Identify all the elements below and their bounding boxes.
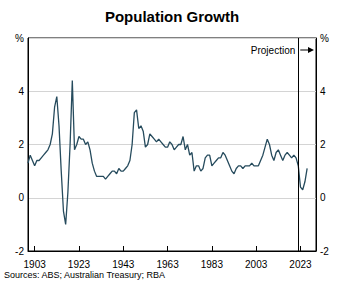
svg-text:%: % xyxy=(320,33,329,44)
svg-text:4: 4 xyxy=(320,86,326,97)
svg-text:Projection: Projection xyxy=(251,45,295,56)
svg-text:2: 2 xyxy=(320,139,326,150)
svg-text:0: 0 xyxy=(18,192,24,203)
svg-text:2003: 2003 xyxy=(245,259,268,270)
svg-text:2: 2 xyxy=(18,139,24,150)
svg-text:-2: -2 xyxy=(320,246,329,257)
svg-text:2023: 2023 xyxy=(289,259,312,270)
svg-text:-2: -2 xyxy=(15,246,24,257)
svg-text:1943: 1943 xyxy=(112,259,135,270)
svg-text:1983: 1983 xyxy=(201,259,224,270)
svg-text:Sources: ABS; Australian Treas: Sources: ABS; Australian Treasury; RBA xyxy=(4,270,165,280)
svg-text:1963: 1963 xyxy=(156,259,179,270)
svg-text:1903: 1903 xyxy=(24,259,47,270)
svg-text:Population Growth: Population Growth xyxy=(105,8,239,25)
svg-text:4: 4 xyxy=(18,86,24,97)
svg-text:%: % xyxy=(15,33,24,44)
svg-text:0: 0 xyxy=(320,192,326,203)
svg-text:1923: 1923 xyxy=(68,259,91,270)
